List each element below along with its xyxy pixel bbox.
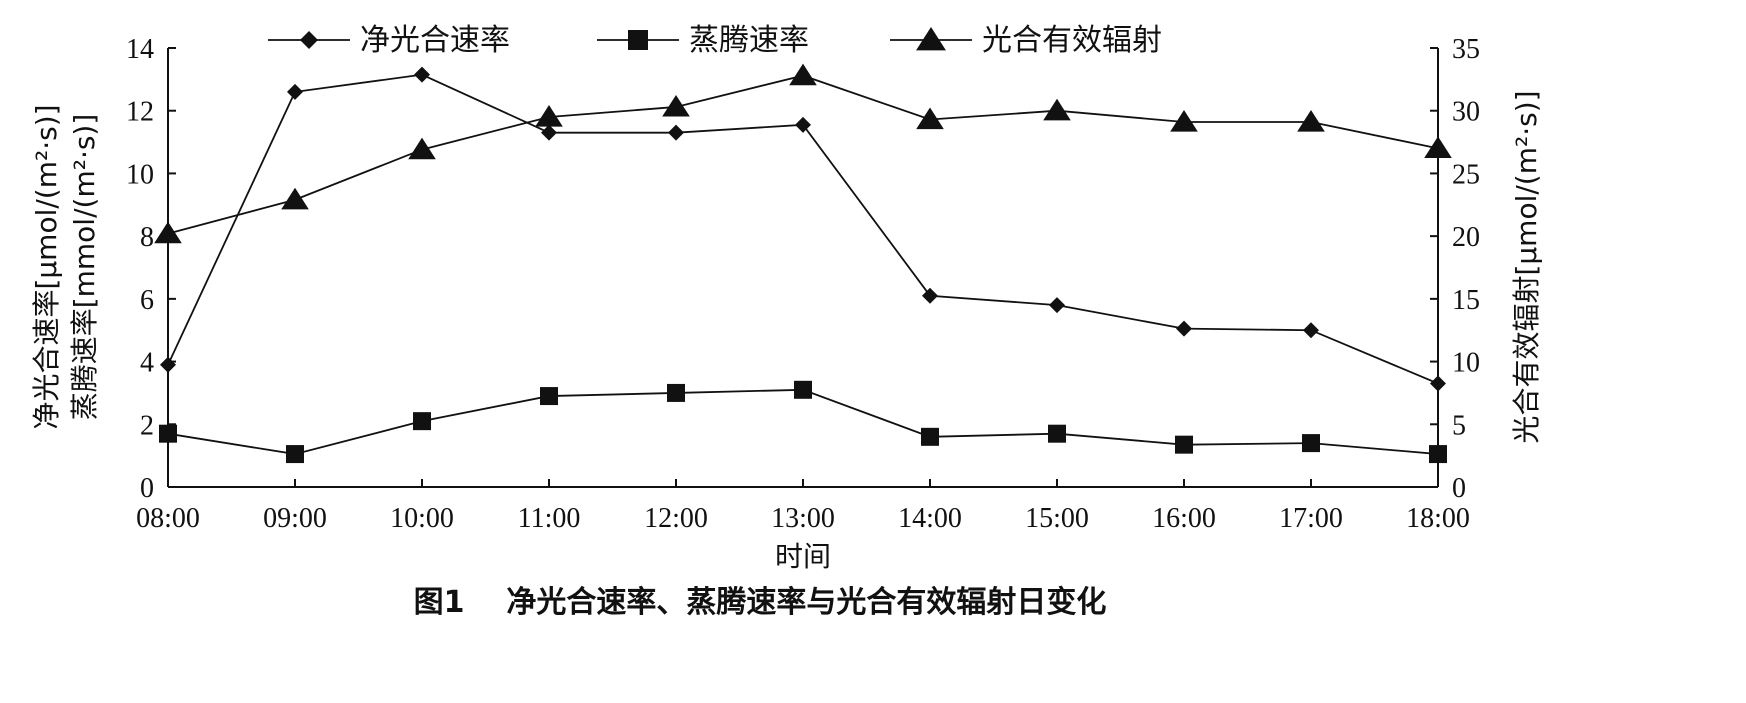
triangle-series-line: [167, 74, 1439, 235]
left-tick-label: 4: [140, 348, 154, 379]
square-series-point: [921, 427, 939, 446]
x-tick-label: 14:00: [898, 503, 962, 534]
plot-area: [154, 63, 1452, 464]
left-tick-label: 12: [126, 97, 154, 128]
x-tick-label: 18:00: [1406, 503, 1470, 534]
x-tick-label: 15:00: [1025, 503, 1089, 534]
figure-caption: 图1 净光合速率、蒸腾速率与光合有效辐射日变化: [414, 585, 1107, 620]
square-series-point: [1429, 445, 1447, 464]
left-axis-title-line2: 蒸腾速率[mmol/(m²·s)]: [68, 114, 101, 421]
square-series-point: [413, 412, 431, 431]
right-tick-label: 30: [1452, 97, 1480, 128]
right-tick-label: 35: [1452, 34, 1480, 65]
left-tick-label: 8: [140, 222, 154, 253]
diamond-series-point: [541, 124, 557, 141]
right-tick-label: 10: [1452, 348, 1480, 379]
triangle-legend-marker: [916, 27, 946, 51]
square-series-point: [1048, 424, 1066, 443]
triangle-series-point: [281, 187, 309, 210]
diamond-series-point: [668, 124, 684, 141]
diamond-series-point: [1303, 322, 1319, 339]
right-tick-label: 20: [1452, 222, 1480, 253]
triangle-series-point: [789, 63, 817, 86]
diamond-series-point: [414, 66, 430, 83]
right-tick-label: 0: [1452, 473, 1466, 504]
x-tick-label: 11:00: [518, 503, 581, 534]
left-tick-label: 2: [140, 410, 154, 441]
right-tick-label: 25: [1452, 159, 1480, 190]
square-series-point: [667, 383, 685, 402]
left-axis-ticks: 0 2 4 6 8 10 12 14: [126, 34, 176, 504]
square-series-line: [167, 388, 1439, 455]
diamond-series-point: [1176, 320, 1192, 337]
x-tick-label: 08:00: [136, 503, 200, 534]
left-tick-label: 6: [140, 285, 154, 316]
triangle-series-point: [662, 94, 690, 117]
square-series-point: [794, 380, 812, 399]
right-tick-label: 5: [1452, 410, 1466, 441]
diamond-series-point: [287, 83, 303, 100]
triangle-series-point: [1170, 110, 1198, 132]
left-tick-label: 0: [140, 473, 154, 504]
square-series-point: [1175, 435, 1193, 454]
right-axis-title: 光合有效辐射[μmol/(m²·s)]: [1510, 90, 1543, 443]
left-tick-label: 10: [126, 159, 154, 190]
diamond-series-point: [1430, 375, 1446, 392]
x-axis-ticks: 08:00 09:00 10:00 11:00 12:00 13:00 14:00 15:00…: [136, 479, 1470, 534]
triangle-series-point: [408, 137, 436, 160]
diamond-legend-label: 净光合速率: [360, 23, 510, 58]
square-series-point: [540, 387, 558, 406]
square-series-point: [1302, 434, 1320, 453]
triangle-series-point: [535, 104, 563, 127]
x-axis-title: 时间: [775, 540, 831, 573]
square-series-point: [159, 424, 177, 443]
left-tick-label: 14: [126, 34, 154, 65]
legend: 净光合速率 蒸腾速率 光合有效辐射: [268, 23, 1162, 58]
x-tick-label: 16:00: [1152, 503, 1216, 534]
diamond-series-point: [795, 116, 811, 133]
diamond-legend-marker: [300, 31, 318, 49]
triangle-series-point: [154, 221, 182, 244]
x-tick-label: 09:00: [263, 503, 327, 534]
triangle-series-point: [916, 107, 944, 130]
x-tick-label: 17:00: [1279, 503, 1343, 534]
triangle-legend-label: 光合有效辐射: [982, 23, 1162, 58]
x-tick-label: 12:00: [644, 503, 708, 534]
diamond-series-point: [1049, 297, 1065, 314]
square-series-point: [286, 445, 304, 464]
right-tick-label: 15: [1452, 285, 1480, 316]
x-tick-label: 13:00: [771, 503, 835, 534]
triangle-series-point: [1043, 98, 1071, 121]
right-axis-ticks: 0 5 10 15 20 25 30 35: [1430, 34, 1480, 504]
diamond-series-point: [922, 287, 938, 304]
square-legend-marker: [628, 30, 648, 50]
x-tick-label: 10:00: [390, 503, 454, 534]
diamond-series-point: [160, 356, 176, 373]
triangle-series-point: [1297, 110, 1325, 132]
triangle-series-point: [1424, 136, 1452, 158]
left-axis-title-line1: 净光合速率[μmol/(m²·s)]: [30, 104, 63, 429]
square-legend-label: 蒸腾速率: [689, 23, 809, 58]
